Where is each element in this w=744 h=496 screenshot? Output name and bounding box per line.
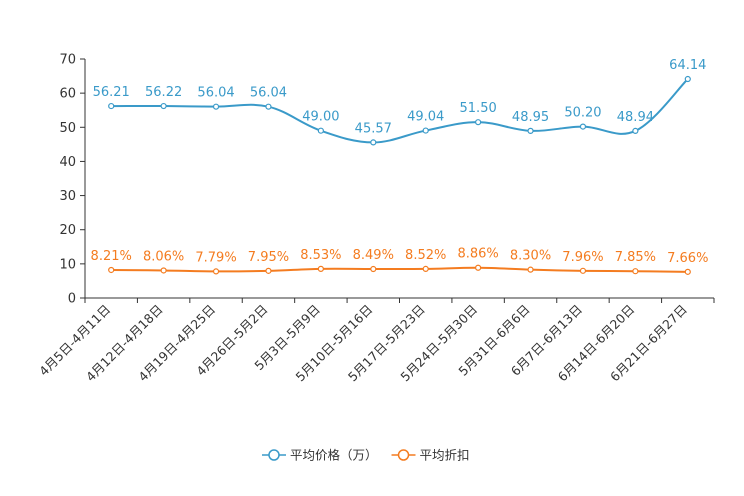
data-label: 48.95 (512, 110, 549, 125)
data-label: 45.57 (355, 121, 392, 136)
data-label: 8.49% (353, 248, 394, 263)
data-point[interactable] (160, 267, 167, 274)
data-label: 8.52% (405, 248, 446, 263)
series-group: 56.21 56.22 56.04 56.04 49.00 45.57 49.04 51.50… (91, 58, 708, 275)
data-point[interactable] (632, 268, 639, 275)
y-tick-label: 50 (59, 121, 76, 136)
data-point[interactable] (684, 268, 691, 275)
data-label: 8.30% (510, 249, 551, 264)
data-point[interactable] (632, 127, 639, 135)
legend-label: 平均折扣 (420, 448, 470, 463)
series-line (111, 266, 688, 273)
data-point[interactable] (265, 267, 272, 274)
data-point[interactable] (160, 102, 167, 110)
legend-marker-icon (268, 449, 280, 461)
data-point[interactable] (317, 265, 324, 272)
data-label: 7.96% (562, 250, 603, 265)
data-label: 8.53% (300, 248, 341, 263)
data-label: 56.22 (145, 85, 182, 100)
y-tick-label: 20 (59, 223, 76, 238)
data-label: 50.20 (564, 106, 601, 121)
data-point[interactable] (527, 266, 534, 273)
data-label: 8.21% (91, 249, 132, 264)
legend[interactable]: 平均价格（万） 平均折扣 (262, 448, 470, 463)
y-tick-label: 0 (68, 292, 76, 307)
data-point[interactable] (317, 127, 324, 134)
data-label: 56.04 (250, 86, 287, 101)
data-point[interactable] (265, 103, 272, 110)
data-label: 8.86% (457, 247, 498, 262)
data-label: 49.04 (407, 110, 444, 125)
legend-item-1[interactable]: 平均价格（万） (262, 448, 378, 463)
data-point[interactable] (475, 264, 482, 271)
y-tick-label: 10 (59, 257, 76, 272)
data-point[interactable] (422, 127, 429, 134)
data-label: 7.79% (195, 250, 236, 265)
data-label: 8.06% (143, 249, 184, 264)
data-point[interactable] (422, 265, 429, 273)
data-point[interactable] (370, 265, 377, 273)
series-line (111, 78, 689, 144)
y-tick-label: 70 (59, 53, 76, 68)
data-label: 48.94 (617, 110, 654, 125)
data-point[interactable] (684, 75, 691, 83)
y-tick-label: 30 (59, 189, 76, 204)
data-point[interactable] (212, 268, 220, 275)
series-1: 56.21 56.22 56.04 56.04 49.00 45.57 49.04 51.50… (93, 58, 706, 146)
data-point[interactable] (579, 123, 587, 130)
data-label: 7.95% (248, 250, 289, 265)
data-label: 64.14 (669, 58, 706, 73)
data-point[interactable] (108, 266, 115, 274)
data-point[interactable] (475, 119, 482, 126)
legend-marker-icon (397, 449, 410, 461)
data-label: 56.04 (197, 86, 234, 101)
data-label: 7.66% (667, 251, 708, 266)
data-label: 49.00 (302, 110, 339, 125)
data-label: 56.21 (93, 85, 130, 100)
axes: 0102030405060704月5日-4月11日4月12日-4月18日4月19… (36, 53, 715, 384)
legend-label: 平均价格（万） (290, 448, 378, 463)
data-label: 7.85% (615, 250, 656, 265)
data-point[interactable] (108, 102, 115, 110)
series-2: 8.21% 8.06% 7.79% 7.95% 8.53% 8.49% 8.52% 8.86%… (91, 247, 708, 275)
data-point[interactable] (212, 103, 220, 110)
data-point[interactable] (579, 267, 587, 274)
y-tick-label: 60 (59, 87, 76, 102)
legend-item-2[interactable]: 平均折扣 (391, 448, 470, 463)
y-tick-label: 40 (59, 155, 76, 170)
data-point[interactable] (527, 127, 534, 134)
data-label: 51.50 (460, 101, 497, 116)
data-point[interactable] (370, 139, 377, 146)
